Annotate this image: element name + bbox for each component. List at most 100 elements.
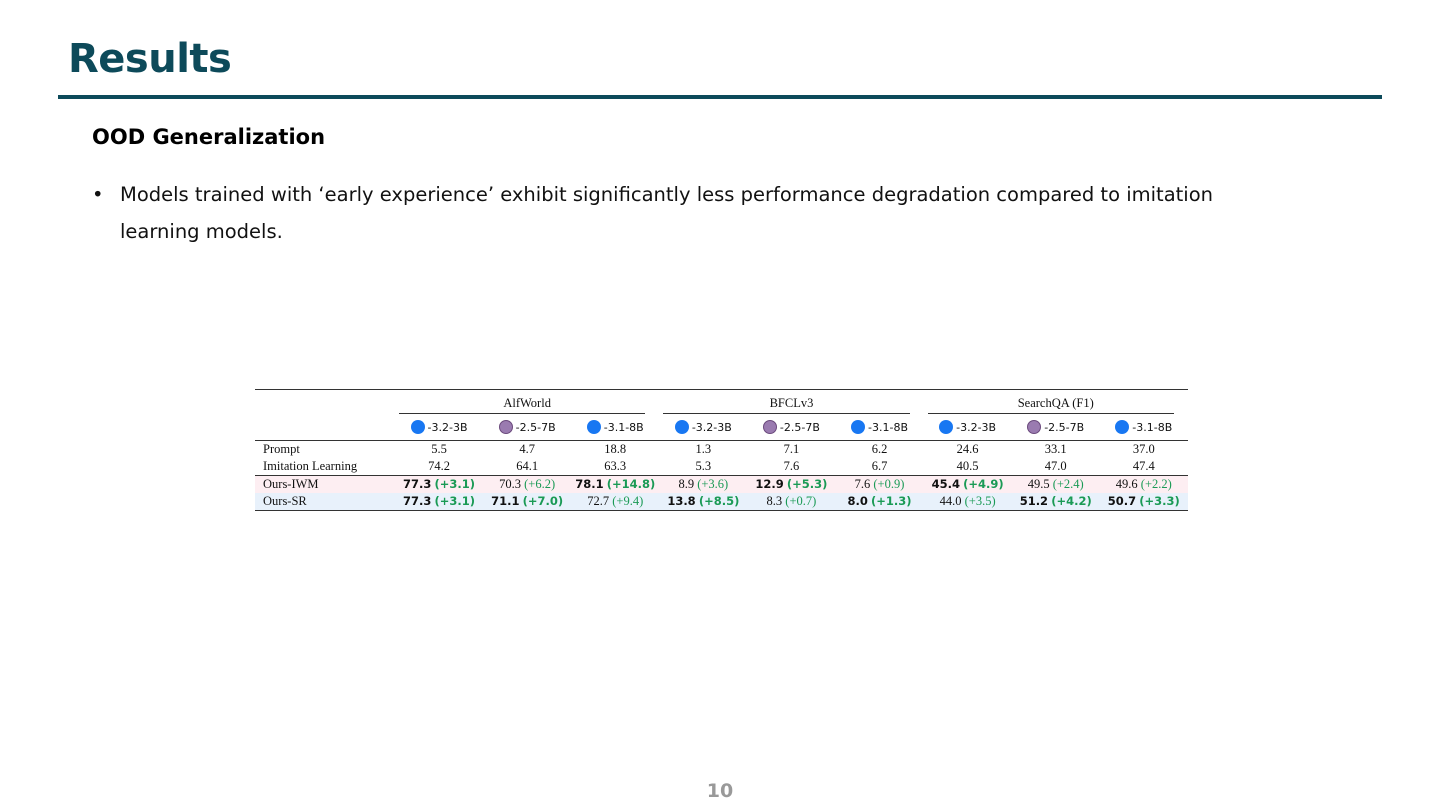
cell-value: 24.6 — [956, 442, 979, 456]
table-row: Ours-SR 77.3 (+3.1) 71.1 (+7.0) 72.7 (+9.4)… — [255, 493, 1188, 510]
model-name: -3.1-8B — [603, 420, 644, 434]
slide-title: Results — [68, 36, 232, 82]
table-cell: 1.3 — [659, 442, 747, 457]
cell-delta: (+4.2) — [1051, 494, 1092, 508]
table-cell: 24.6 — [924, 442, 1012, 457]
cell-delta: (+9.4) — [612, 494, 644, 508]
table-cell: 40.5 — [924, 459, 1012, 474]
bullet-dot: • — [92, 183, 104, 206]
model-header: -2.5-7B — [1012, 419, 1100, 435]
cell-value: 7.6 — [783, 459, 800, 473]
cell-value: 78.1 — [575, 477, 604, 491]
table-cell: 47.4 — [1100, 459, 1188, 474]
cell-value: 49.6 — [1115, 477, 1138, 491]
cell-delta: (+3.6) — [697, 477, 729, 491]
model-name: -3.1-8B — [868, 420, 908, 434]
model-header: -3.2-3B — [395, 419, 483, 435]
table-rule — [255, 475, 1188, 476]
cell-delta: (+2.4) — [1052, 477, 1084, 491]
table-cell: 74.2 — [395, 459, 483, 474]
model-header: -3.1-8B — [1100, 419, 1188, 435]
cell-value: 5.5 — [431, 442, 447, 456]
cell-delta: (+8.5) — [698, 494, 740, 508]
table-rule — [255, 440, 1188, 441]
table-row: Imitation Learning 74.2 64.1 63.3 5.3 7.6 6.7 4… — [255, 458, 1188, 475]
cell-value: 33.1 — [1044, 442, 1067, 456]
table-cell: 63.3 — [571, 459, 659, 474]
model-name: -3.1-8B — [1132, 420, 1173, 434]
model-icon — [851, 419, 866, 434]
cell-value: 71.1 — [491, 494, 520, 508]
model-header: -3.1-8B — [571, 419, 659, 435]
model-name: -2.5-7B — [779, 420, 820, 434]
cell-value: 47.0 — [1044, 459, 1067, 473]
cell-delta: (+0.9) — [873, 477, 905, 491]
table-cell: 8.9 (+3.6) — [659, 477, 747, 492]
cell-value: 7.1 — [783, 442, 800, 456]
table-cell: 64.1 — [483, 459, 571, 474]
model-icon — [410, 419, 425, 434]
model-name: -3.2-3B — [427, 420, 468, 434]
table-cell: 47.0 — [1012, 459, 1100, 474]
model-icon — [674, 419, 689, 434]
model-icon — [498, 419, 513, 434]
cell-value: 8.9 — [678, 477, 695, 491]
table-row: Prompt 5.5 4.7 18.8 1.3 7.1 6.2 24.6 33.1 37.0 — [255, 441, 1188, 458]
group-header: SearchQA (F1) — [924, 390, 1188, 414]
model-icon — [762, 419, 777, 434]
cell-value: 74.2 — [428, 459, 450, 473]
cell-value: 51.2 — [1019, 494, 1049, 508]
table-cell: 77.3 (+3.1) — [395, 477, 483, 492]
cell-value: 6.2 — [871, 442, 888, 456]
model-header: -3.1-8B — [835, 419, 923, 435]
model-header: -2.5-7B — [747, 419, 835, 435]
cell-value: 5.3 — [695, 459, 712, 473]
cell-value: 7.6 — [854, 477, 871, 491]
cell-value: 4.7 — [519, 442, 535, 456]
row-label: Ours-SR — [263, 494, 307, 508]
model-name: -2.5-7B — [515, 420, 556, 434]
model-header: -2.5-7B — [483, 419, 571, 435]
model-header: -3.2-3B — [659, 419, 747, 435]
cell-value: 64.1 — [516, 459, 539, 473]
cell-delta: (+3.5) — [964, 494, 996, 508]
page-number: 10 — [706, 780, 734, 802]
table-cell: 49.5 (+2.4) — [1012, 477, 1100, 492]
model-name: -2.5-7B — [1044, 420, 1085, 434]
table-cell: 33.1 — [1012, 442, 1100, 457]
model-icon — [1115, 419, 1130, 434]
top-rule — [255, 389, 1188, 390]
cell-delta: (+3.1) — [434, 477, 476, 491]
model-name: -3.2-3B — [956, 420, 997, 434]
model-icon — [1027, 419, 1042, 434]
bottom-rule — [255, 510, 1188, 511]
cell-value: 37.0 — [1132, 442, 1155, 456]
model-icon — [586, 419, 601, 434]
table-cell: 5.3 — [659, 459, 747, 474]
table-cell: 49.6 (+2.2) — [1100, 477, 1188, 492]
bullet-list: • Models trained with ‘early experience’ … — [92, 176, 1292, 250]
cell-value: 13.8 — [667, 494, 696, 508]
table-cell: 5.5 — [395, 442, 483, 457]
cell-value: 45.4 — [931, 477, 960, 491]
cell-value: 77.3 — [403, 494, 432, 508]
cell-delta: (+3.1) — [434, 494, 476, 508]
cell-value: 6.7 — [871, 459, 888, 473]
model-icon — [939, 419, 954, 434]
cell-value: 1.3 — [695, 442, 712, 456]
bullet-item: • Models trained with ‘early experience’ … — [92, 176, 1292, 250]
table-cell: 78.1 (+14.8) — [571, 477, 659, 492]
cell-delta: (+5.3) — [786, 477, 828, 491]
cell-value: 47.4 — [1132, 459, 1155, 473]
cell-delta: (+2.2) — [1140, 477, 1172, 491]
table-cell: 72.7 (+9.4) — [571, 494, 659, 509]
cell-value: 70.3 — [499, 477, 522, 491]
table-cell: 13.8 (+8.5) — [659, 494, 747, 509]
cell-value: 18.8 — [604, 442, 627, 456]
table-cell: 7.6 (+0.9) — [835, 477, 923, 492]
table-cell: 6.2 — [835, 442, 923, 457]
cell-value: 63.3 — [604, 459, 627, 473]
bullet-text: Models trained with ‘early experience’ e… — [120, 183, 1213, 243]
model-name: -3.2-3B — [691, 420, 732, 434]
table-row: Ours-IWM 77.3 (+3.1) 70.3 (+6.2) 78.1 (+14.… — [255, 476, 1188, 493]
